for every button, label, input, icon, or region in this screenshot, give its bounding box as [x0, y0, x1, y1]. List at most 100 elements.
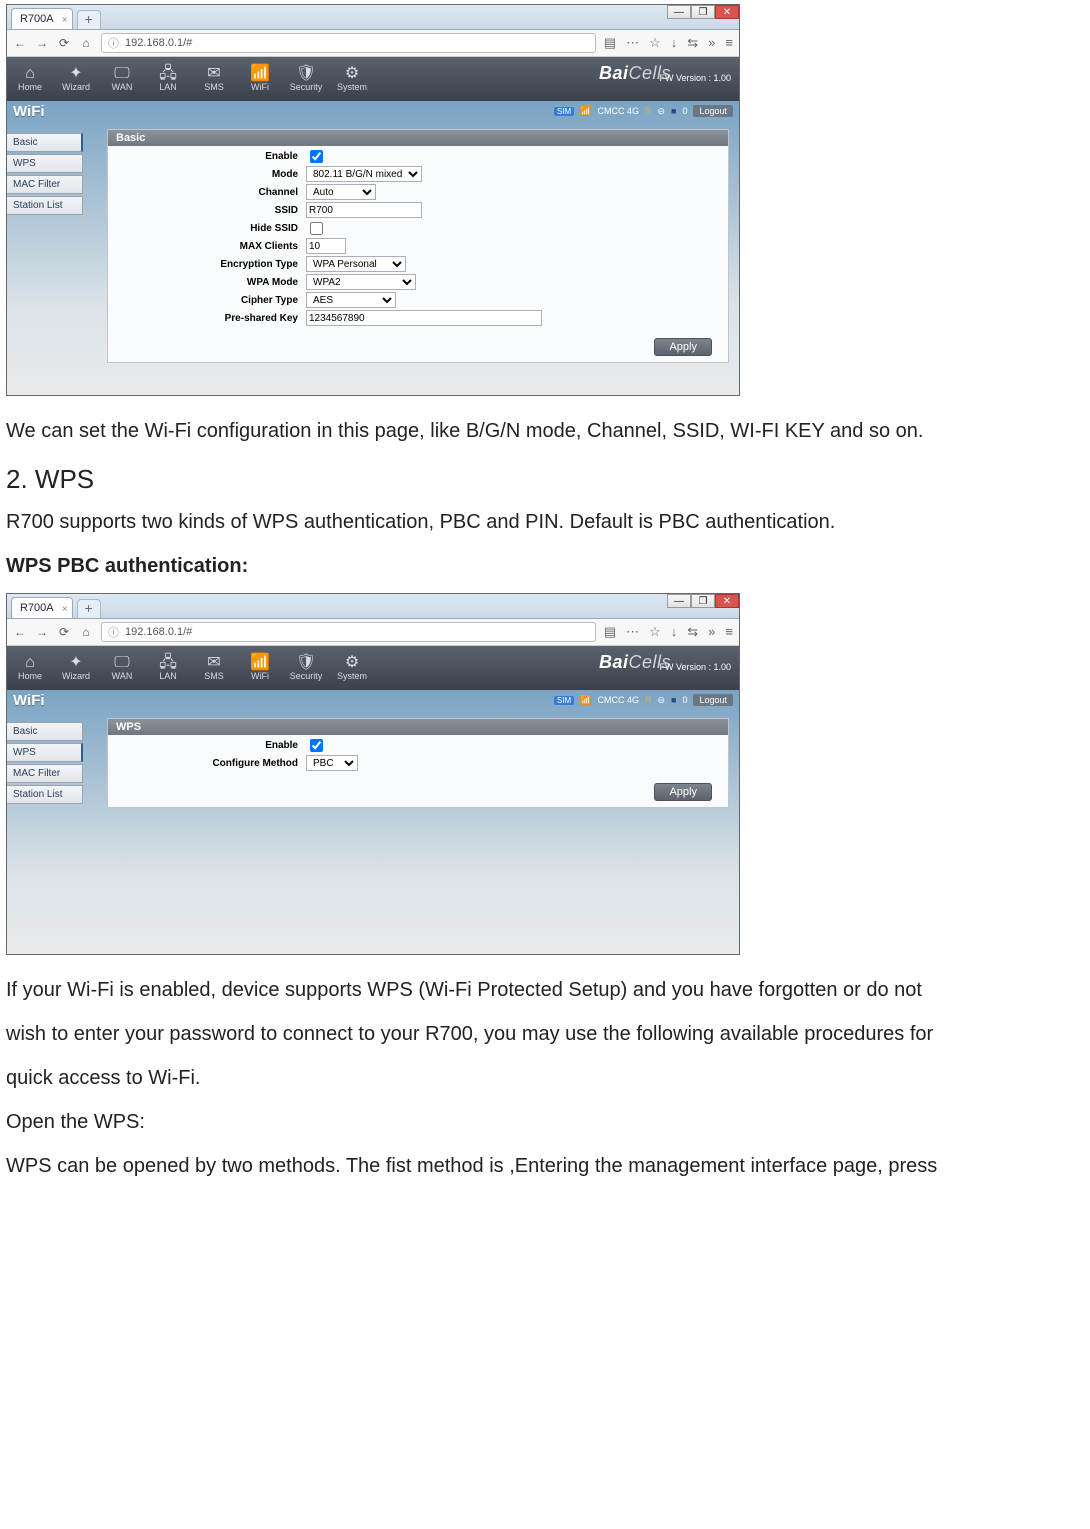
sidemenu-wps[interactable]: WPS	[7, 154, 83, 173]
sidemenu-basic[interactable]: Basic	[7, 722, 83, 741]
win-minimize-button[interactable]: —	[667, 594, 691, 608]
sidemenu-basic[interactable]: Basic	[7, 133, 83, 152]
nav-home-button[interactable]: ⌂	[79, 625, 93, 639]
ssid-input[interactable]	[306, 202, 422, 218]
win-maximize-button[interactable]: ❐	[691, 594, 715, 608]
apply-button[interactable]: Apply	[654, 338, 712, 356]
max-clients-input[interactable]	[306, 238, 346, 254]
tab-close-icon[interactable]: ×	[62, 600, 68, 620]
cipher-type-select[interactable]: AES	[306, 292, 396, 308]
url-bar[interactable]: ⓘ 192.168.0.1/#	[101, 33, 596, 53]
nav-back-button[interactable]: ←	[13, 36, 27, 50]
status-bar: SIM 📶 CMCC 4G R ⊖ ■ 0 Logout	[554, 105, 733, 117]
label-cipher-type: Cipher Type	[108, 295, 306, 306]
nav-security[interactable]: 🛡Security	[283, 654, 329, 681]
nav-wifi[interactable]: 📶WiFi	[237, 65, 283, 92]
browser-tab-active[interactable]: R700A ×	[11, 8, 73, 29]
more-actions-icon[interactable]: ⋯	[626, 624, 639, 640]
nav-wizard[interactable]: ✦Wizard	[53, 654, 99, 681]
nav-wan[interactable]: 🖵WAN	[99, 654, 145, 681]
nav-home[interactable]: ⌂Home	[7, 65, 53, 92]
sync-icon[interactable]: ⇆	[687, 624, 698, 640]
status-count: 0	[682, 695, 687, 705]
nav-home-button[interactable]: ⌂	[79, 36, 93, 50]
panel-basic: Basic Enable Mode 802.11 B/G/N mixed Cha…	[107, 129, 729, 363]
browser-toolbar: ← → ⟳ ⌂ ⓘ 192.168.0.1/# ▤ ⋯ ☆ ↓ ⇆ » ≡	[7, 30, 739, 57]
hide-ssid-checkbox[interactable]	[310, 222, 323, 235]
url-text: 192.168.0.1/#	[125, 37, 192, 49]
browser-tab-active[interactable]: R700A ×	[11, 597, 73, 618]
wpa-mode-select[interactable]: WPA2	[306, 274, 416, 290]
nav-forward-button[interactable]: →	[35, 36, 49, 50]
label-max-clients: MAX Clients	[108, 241, 306, 252]
nav-security[interactable]: 🛡Security	[283, 65, 329, 92]
tab-title: R700A	[20, 602, 54, 614]
apply-button[interactable]: Apply	[654, 783, 712, 801]
reader-icon[interactable]: ▤	[604, 35, 616, 51]
browser-tabstrip: R700A × +	[7, 5, 739, 30]
overflow-icon[interactable]: »	[708, 624, 715, 640]
hamburger-menu-icon[interactable]: ≡	[725, 35, 733, 51]
win-minimize-button[interactable]: —	[667, 5, 691, 19]
nav-back-button[interactable]: ←	[13, 625, 27, 639]
nav-system[interactable]: ⚙System	[329, 65, 375, 92]
reader-icon[interactable]: ▤	[604, 624, 616, 640]
configure-method-select[interactable]: PBC	[306, 755, 358, 771]
status-e-icon: ⊖	[657, 106, 665, 117]
status-box-icon: ■	[671, 695, 676, 705]
hamburger-menu-icon[interactable]: ≡	[725, 624, 733, 640]
site-info-icon[interactable]: ⓘ	[108, 624, 119, 640]
nav-wan[interactable]: 🖵WAN	[99, 65, 145, 92]
download-icon[interactable]: ↓	[671, 624, 678, 640]
channel-select[interactable]: Auto	[306, 184, 376, 200]
more-actions-icon[interactable]: ⋯	[626, 35, 639, 51]
doc-paragraph-7: Open the WPS:	[6, 1105, 1084, 1139]
nav-sms[interactable]: ✉SMS	[191, 65, 237, 92]
new-tab-button[interactable]: +	[77, 10, 101, 29]
nav-lan[interactable]: 🖧LAN	[145, 654, 191, 681]
nav-wifi[interactable]: 📶WiFi	[237, 654, 283, 681]
nav-home[interactable]: ⌂Home	[7, 654, 53, 681]
site-info-icon[interactable]: ⓘ	[108, 35, 119, 51]
win-close-button[interactable]: ✕	[715, 5, 739, 19]
sidemenu-station-list[interactable]: Station List	[7, 196, 83, 215]
doc-paragraph-2: R700 supports two kinds of WPS authentic…	[6, 505, 1084, 539]
nav-system[interactable]: ⚙System	[329, 654, 375, 681]
sync-icon[interactable]: ⇆	[687, 35, 698, 51]
psk-input[interactable]	[306, 310, 542, 326]
sidemenu-mac-filter[interactable]: MAC Filter	[7, 175, 83, 194]
nav-lan[interactable]: 🖧LAN	[145, 65, 191, 92]
nav-forward-button[interactable]: →	[35, 625, 49, 639]
url-bar[interactable]: ⓘ 192.168.0.1/#	[101, 622, 596, 642]
wps-enable-checkbox[interactable]	[310, 739, 323, 752]
screenshot-wifi-wps: — ❐ ✕ R700A × + ← → ⟳ ⌂ ⓘ 192.168.0.1/#	[6, 593, 740, 955]
logout-button[interactable]: Logout	[693, 105, 733, 117]
logout-button[interactable]: Logout	[693, 694, 733, 706]
doc-paragraph-4: If your Wi-Fi is enabled, device support…	[6, 973, 1084, 1007]
status-count: 0	[682, 106, 687, 116]
sidemenu-wps[interactable]: WPS	[7, 743, 83, 762]
label-channel: Channel	[108, 187, 306, 198]
overflow-icon[interactable]: »	[708, 35, 715, 51]
mode-select[interactable]: 802.11 B/G/N mixed	[306, 166, 422, 182]
tab-close-icon[interactable]: ×	[62, 11, 68, 31]
enable-checkbox[interactable]	[310, 150, 323, 163]
nav-reload-button[interactable]: ⟳	[57, 625, 71, 639]
new-tab-button[interactable]: +	[77, 599, 101, 618]
nav-sms[interactable]: ✉SMS	[191, 654, 237, 681]
nav-reload-button[interactable]: ⟳	[57, 36, 71, 50]
download-icon[interactable]: ↓	[671, 35, 678, 51]
bookmark-star-icon[interactable]: ☆	[649, 35, 661, 51]
nav-wizard[interactable]: ✦Wizard	[53, 65, 99, 92]
bookmark-star-icon[interactable]: ☆	[649, 624, 661, 640]
win-maximize-button[interactable]: ❐	[691, 5, 715, 19]
sim-badge: SIM	[554, 107, 574, 116]
encryption-type-select[interactable]: WPA Personal	[306, 256, 406, 272]
label-enable: Enable	[108, 151, 306, 162]
status-e-icon: ⊖	[657, 695, 665, 706]
win-close-button[interactable]: ✕	[715, 594, 739, 608]
sidemenu-mac-filter[interactable]: MAC Filter	[7, 764, 83, 783]
sidemenu-station-list[interactable]: Station List	[7, 785, 83, 804]
carrier-label: CMCC 4G	[597, 695, 639, 705]
browser-toolbar: ← → ⟳ ⌂ ⓘ 192.168.0.1/# ▤ ⋯ ☆ ↓ ⇆ » ≡	[7, 619, 739, 646]
